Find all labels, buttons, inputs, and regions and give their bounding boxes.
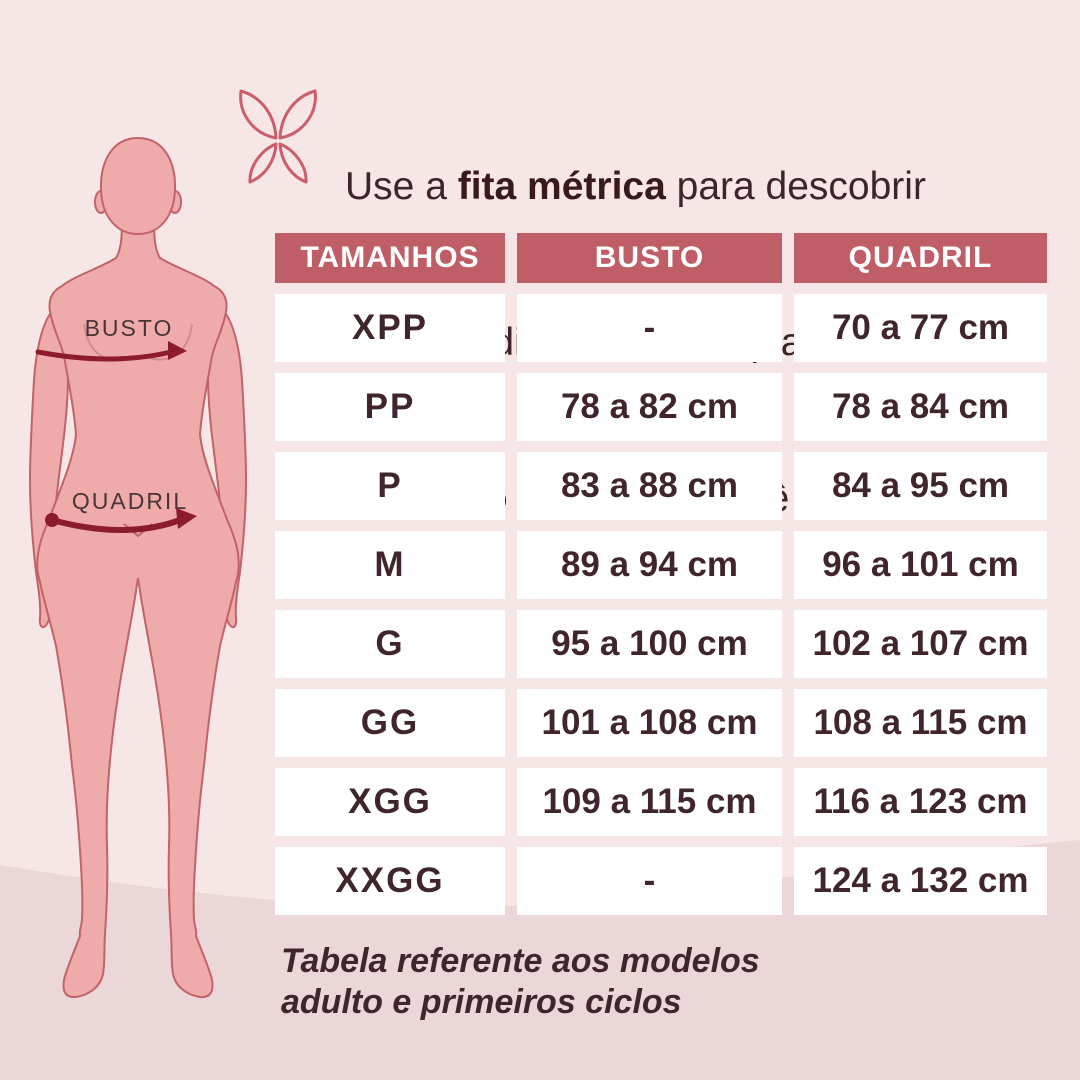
bust-cell: 109 a 115 cm bbox=[517, 768, 782, 836]
size-table: TAMANHOS BUSTO QUADRIL XPP - 70 a 77 cm … bbox=[275, 233, 1047, 915]
hip-cell: 124 a 132 cm bbox=[794, 847, 1047, 915]
table-footnote: Tabela referente aos modelos adulto e pr… bbox=[281, 941, 760, 1023]
bust-arrowhead-icon bbox=[168, 341, 187, 360]
hip-arrow bbox=[49, 517, 183, 533]
bust-arrow bbox=[35, 349, 174, 362]
size-cell: P bbox=[275, 452, 505, 520]
hip-cell: 116 a 123 cm bbox=[794, 768, 1047, 836]
hip-cell: 84 a 95 cm bbox=[794, 452, 1047, 520]
col-header-busto: BUSTO bbox=[517, 233, 782, 283]
size-cell: XXGG bbox=[275, 847, 505, 915]
col-header-quadril: QUADRIL bbox=[794, 233, 1047, 283]
hip-label: QUADRIL bbox=[72, 488, 188, 514]
intro-line-1: Use a fita métrica para descobrir bbox=[345, 165, 926, 208]
size-cell: XPP bbox=[275, 294, 505, 362]
bust-cell: 101 a 108 cm bbox=[517, 689, 782, 757]
bust-label: BUSTO bbox=[85, 315, 174, 341]
bust-cell: 78 a 82 cm bbox=[517, 373, 782, 441]
bust-cell: 95 a 100 cm bbox=[517, 610, 782, 678]
hip-arrowhead-icon bbox=[176, 508, 197, 529]
hip-cell: 108 a 115 cm bbox=[794, 689, 1047, 757]
col-header-tamanhos: TAMANHOS bbox=[275, 233, 505, 283]
butterfly-wing-bottom-right bbox=[278, 142, 308, 184]
hip-cell: 102 a 107 cm bbox=[794, 610, 1047, 678]
footnote-line-1: Tabela referente aos modelos bbox=[281, 942, 760, 980]
bust-cell: 83 a 88 cm bbox=[517, 452, 782, 520]
hip-cell: 96 a 101 cm bbox=[794, 531, 1047, 599]
body-silhouette bbox=[36, 217, 240, 999]
size-cell: XGG bbox=[275, 768, 505, 836]
butterfly-wing-top-left bbox=[239, 89, 278, 140]
hip-cell: 70 a 77 cm bbox=[794, 294, 1047, 362]
body-figure-illustration: BUSTO QUADRIL bbox=[28, 136, 248, 999]
butterfly-wing-bottom-left bbox=[248, 142, 278, 184]
size-cell: PP bbox=[275, 373, 505, 441]
footnote-line-2: adulto e primeiros ciclos bbox=[281, 983, 682, 1021]
hip-cell: 78 a 84 cm bbox=[794, 373, 1047, 441]
head bbox=[99, 136, 177, 236]
butterfly-logo-icon bbox=[239, 89, 317, 184]
size-cell: G bbox=[275, 610, 505, 678]
size-cell: M bbox=[275, 531, 505, 599]
butterfly-wing-top-right bbox=[278, 89, 317, 140]
size-cell: GG bbox=[275, 689, 505, 757]
bust-cell: 89 a 94 cm bbox=[517, 531, 782, 599]
bust-cell: - bbox=[517, 294, 782, 362]
bust-cell: - bbox=[517, 847, 782, 915]
